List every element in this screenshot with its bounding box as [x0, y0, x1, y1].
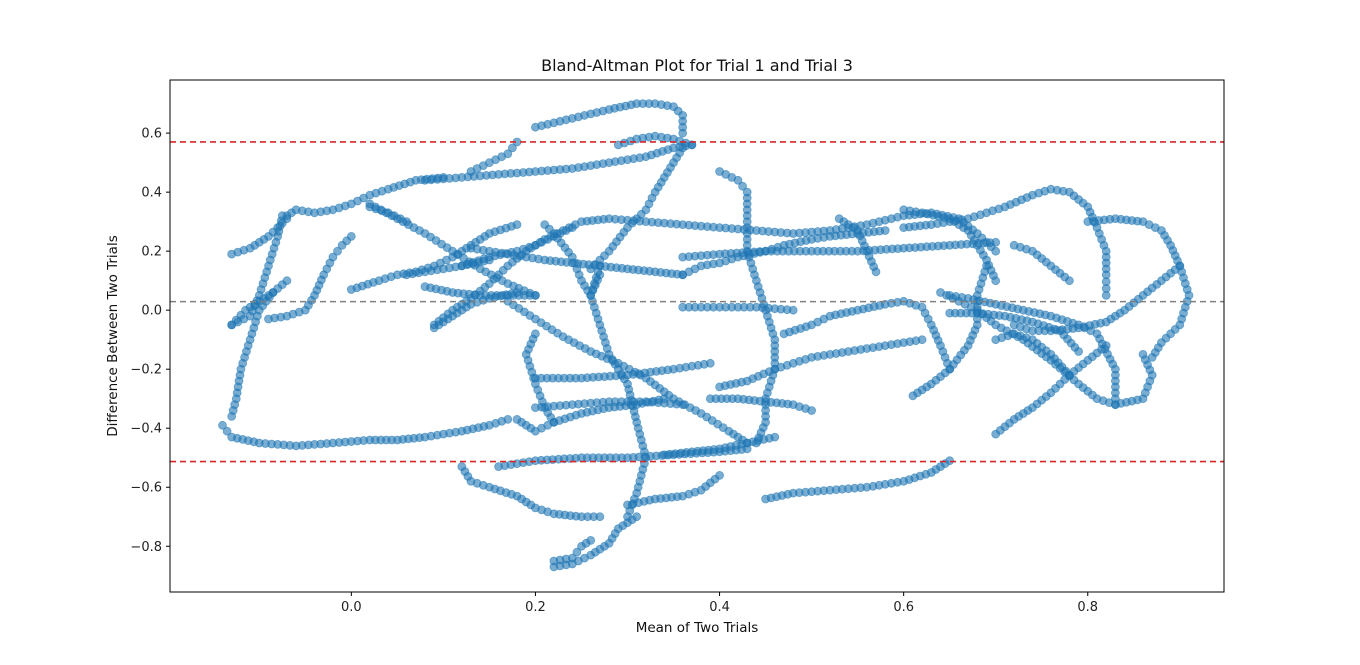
x-tick-label: 0.0 [341, 600, 362, 615]
data-point [222, 426, 232, 436]
data-point [1065, 370, 1074, 380]
data-point [678, 270, 688, 280]
data-point [346, 231, 356, 241]
data-point [567, 223, 577, 233]
data-point [678, 128, 688, 138]
data-point [484, 255, 494, 265]
data-point [715, 470, 724, 480]
data-point [1101, 341, 1111, 351]
data-point [503, 414, 513, 424]
data-point [586, 536, 596, 545]
data-point [908, 391, 918, 401]
data-point [991, 276, 1001, 286]
data-point [1065, 276, 1074, 286]
data-point [333, 246, 342, 256]
data-point [595, 512, 605, 522]
y-tick-label: −0.8 [130, 540, 162, 555]
y-tick-label: −0.4 [130, 422, 162, 437]
data-point [788, 305, 798, 315]
data-point [572, 547, 582, 557]
data-point [227, 411, 237, 421]
data-point [1138, 349, 1148, 359]
data-point [991, 237, 1001, 247]
data-point [705, 358, 715, 368]
data-point [752, 438, 761, 448]
x-tick-label: 0.6 [893, 600, 914, 615]
y-axis-title: Difference Between Two Trials [105, 235, 121, 436]
data-point [678, 400, 688, 410]
data-point [218, 420, 227, 430]
data-point [1111, 400, 1120, 410]
data-point [508, 143, 517, 153]
data-point [738, 181, 747, 191]
chart-title: Bland-Altman Plot for Trial 1 and Trial … [541, 56, 853, 75]
data-point [1175, 261, 1185, 271]
data-point [531, 290, 540, 300]
y-tick-label: −0.2 [130, 363, 162, 378]
data-point [1101, 290, 1111, 300]
data-point [512, 220, 522, 230]
data-point [733, 175, 743, 185]
x-axis-ticks: 0.0 0.2 0.4 0.6 0.8 [341, 592, 1098, 615]
data-point [770, 432, 780, 442]
data-point [282, 276, 292, 286]
data-point [1147, 352, 1157, 362]
data-point [880, 226, 890, 235]
data-point [678, 143, 688, 153]
y-tick-label: 0.4 [141, 186, 162, 201]
x-axis-title: Mean of Two Trials [636, 620, 759, 636]
data-point [632, 512, 642, 522]
x-tick-label: 0.8 [1077, 600, 1098, 615]
data-point [917, 335, 927, 345]
x-tick-label: 0.4 [709, 600, 730, 615]
data-point [402, 217, 412, 227]
data-point [1074, 347, 1083, 356]
data-point [328, 252, 338, 262]
y-tick-label: −0.6 [130, 481, 162, 496]
data-point [687, 140, 697, 150]
data-point [945, 456, 955, 466]
reference-lines [170, 141, 1224, 463]
data-point [503, 149, 513, 159]
y-tick-label: 0.0 [141, 304, 162, 319]
y-axis-ticks: −0.8 −0.6 −0.4 −0.2 0.0 0.2 0.4 0.6 [130, 127, 170, 555]
scatter-points [218, 99, 1194, 572]
data-point [807, 406, 816, 415]
data-point [512, 288, 522, 297]
y-tick-label: 0.6 [141, 127, 162, 142]
data-point [991, 246, 1001, 256]
plot-area-frame [169, 79, 1225, 593]
x-tick-label: 0.2 [525, 600, 546, 615]
data-point [871, 267, 881, 277]
y-tick-label: 0.2 [141, 245, 162, 260]
